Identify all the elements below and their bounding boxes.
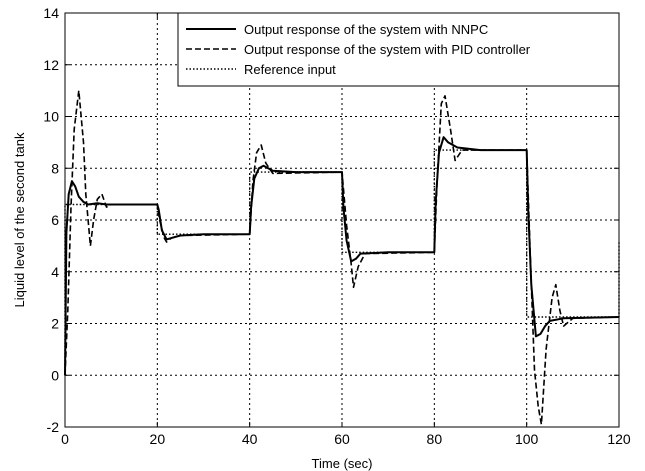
y-tick-label: 10	[43, 109, 59, 125]
y-tick-label: 14	[43, 5, 59, 21]
x-tick-label: 120	[607, 431, 631, 447]
legend: Output response of the system with NNPC O…	[177, 12, 620, 87]
legend-box	[177, 12, 620, 87]
legend-label: Output response of the system with PID c…	[244, 42, 531, 57]
y-axis-label: Liquid level of the second tank	[12, 132, 27, 307]
x-tick-label: 80	[427, 431, 443, 447]
x-tick-label: 40	[242, 431, 258, 447]
x-tick-label: 60	[334, 431, 350, 447]
x-tick-label: 20	[150, 431, 166, 447]
series-line-solid	[64, 136, 620, 376]
x-axis-label: Time (sec)	[312, 456, 373, 471]
y-tick-label: 4	[51, 264, 59, 280]
y-tick-label: 2	[51, 316, 59, 332]
x-tick-label: 100	[515, 431, 539, 447]
y-tick-label: 12	[43, 57, 59, 73]
y-tick-label: 6	[51, 212, 59, 228]
y-tick-label: 8	[51, 160, 59, 176]
series-line-dashed	[64, 89, 620, 426]
x-tick-label: 0	[61, 431, 69, 447]
legend-label: Output response of the system with NNPC	[244, 22, 488, 37]
legend-label: Reference input	[244, 62, 336, 77]
series-layer	[64, 89, 620, 426]
y-tick-label: 0	[51, 367, 59, 383]
y-tick-label: -2	[47, 419, 60, 435]
